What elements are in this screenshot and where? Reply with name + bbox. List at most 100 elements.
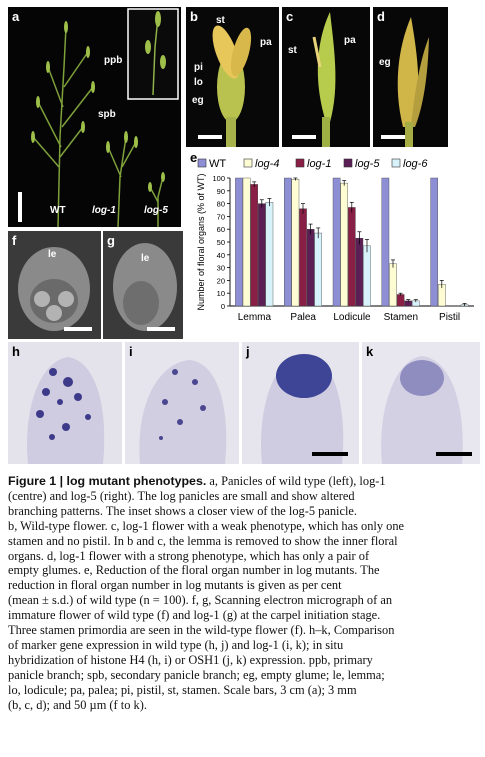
panel-k-photo: k [362,342,480,464]
bar-log-4-Palea [291,179,300,307]
panel-i-label: i [129,344,133,359]
legend-label-WT: WT [209,158,226,170]
panel-f-photo: f le [8,231,101,339]
bar-WT-Pistil [430,177,439,307]
scale-bar-c [292,135,316,139]
scale-bar-b [198,135,222,139]
y-tick-label-30: 30 [217,264,225,273]
bar-log-4-Stamen [389,263,397,307]
scale-bar-g [147,327,175,331]
legend-label-log-1: log-1 [307,158,331,170]
bar-log-5-Palea [306,228,315,307]
caption-text-13: panicle branch; spb, secondary panicle b… [8,667,385,682]
caption-text-12: hybridization of histone H4 (h, i) or OS… [8,652,373,667]
x-tick-label-Pistil: Pistil [439,312,460,323]
y-tick-label-100: 100 [212,174,225,183]
panicle-illustration [31,8,179,227]
panel-j-label: j [246,344,250,359]
scale-bar-j [312,452,348,456]
caption-text-2: branching patterns. The inset shows a cl… [8,503,358,518]
st-annotation-c: st [288,45,297,56]
panel-j-photo: j [242,342,359,464]
figure-caption: Figure 1 | log mutant phenotypes. a, Pan… [8,474,480,713]
legend-swatch-log-5 [343,158,353,168]
bar-log-6-Lemma [265,202,274,307]
bar-log-4-Lemma [242,177,251,307]
pa-annotation-b: pa [260,37,272,48]
panel-g-label: g [107,233,115,248]
caption-line-1: Figure 1 | log mutant phenotypes. a, Pan… [8,474,480,489]
panel-a-photo: a ppb spb WT log-1 log-5 [8,7,181,227]
panel-g-photo: g le [103,231,183,339]
caption-text-9: immature flower of wild type (f) and log… [8,608,381,623]
panel-e-chart: e WT log-4 log-1 log-5 log-6 0 10 20 30 40 50 60 70 8… [186,150,480,338]
pa-annotation-c: pa [344,35,356,46]
eg-annotation-b: eg [192,95,204,106]
panel-b-label: b [190,9,198,24]
legend-label-log-5: log-5 [355,158,380,170]
le-annotation-g: le [141,253,150,264]
y-tick-label-0: 0 [221,302,225,311]
x-tick-label-Palea: Palea [290,312,316,323]
st-annotation-b: st [216,15,225,26]
caption-text-3: b, Wild-type flower. c, log-1 flower wit… [8,518,405,533]
caption-title: Figure 1 | log mutant phenotypes. [8,474,207,488]
caption-text-15: (b, c, d); and 50 µm (f to k). [8,697,147,712]
panel-d-label: d [377,9,385,24]
bar-log-4-Lodicule [340,182,349,307]
caption-text-5: organs. d, log-1 flower with a strong ph… [8,548,370,563]
pi-annotation-b: pi [194,62,203,73]
legend-swatch-log-4 [243,158,253,168]
log5-annotation: log-5 [144,205,168,216]
caption-text-6: empty glumes. e, Reduction of the floral… [8,563,380,578]
panel-f-label: f [12,233,17,248]
caption-text-11: of marker gene expression in wild type (… [8,637,344,652]
bar-WT-Palea [283,177,292,307]
caption-text-8: (mean ± s.d.) of wild type (n = 100). f,… [8,593,393,608]
caption-text-0: a, Panicles of wild type (left), log-1 [209,474,386,488]
bar-log-1-Palea [299,208,307,307]
x-tick-label-Lodicule: Lodicule [333,312,371,323]
x-tick-label-Stamen: Stamen [384,312,418,323]
bar-WT-Lodicule [332,177,341,307]
legend-swatch-log-1 [295,158,305,168]
legend-swatch-log-6 [391,158,401,168]
eg-annotation-d: eg [379,57,391,68]
legend-label-log-4: log-4 [255,158,279,170]
bar-log-1-Stamen [396,294,405,307]
y-tick-label-70: 70 [217,212,225,221]
scale-bar-a [18,192,22,222]
bar-log-5-Lemma [257,203,266,307]
bar-log-6-Lodicule [363,245,371,307]
bar-log-5-Lodicule [355,237,364,307]
y-tick-label-90: 90 [217,187,225,196]
panel-b-photo: b st pa pi lo eg [186,7,279,147]
scale-bar-f [64,327,92,331]
panel-h-photo: h [8,342,122,464]
panel-k-label: k [366,344,374,359]
scale-bar-d [381,135,405,139]
panel-a-label: a [12,9,20,24]
caption-text-10: Three stamen primordia are seen in the w… [8,623,395,638]
log1-annotation: log-1 [92,205,116,216]
y-tick-label-50: 50 [217,238,225,247]
legend-swatch-WT [197,158,207,168]
panel-e-label: e [190,150,198,165]
bar-log-1-Lemma [250,184,258,307]
panel-h-label: h [12,344,20,359]
y-tick-label-10: 10 [217,289,225,298]
panel-d-photo: d eg [373,7,448,147]
ppb-annotation: ppb [104,55,123,66]
caption-text-1: (centre) and log-5 (right). The log pani… [8,488,355,503]
y-tick-label-40: 40 [217,251,225,260]
caption-text-4: stamen and no pistil. In b and c, the le… [8,533,398,548]
lo-annotation-b: lo [194,77,203,88]
scale-bar-k [436,452,472,456]
caption-text-7: reduction in floral organ number in log … [8,578,342,593]
le-annotation-f: le [48,249,57,260]
x-tick-label-Lemma: Lemma [238,312,272,323]
wt-annotation: WT [50,205,66,216]
bar-log-6-Palea [314,232,323,307]
spb-annotation: spb [98,109,116,120]
floral-organ-chart: WT log-4 log-1 log-5 log-6 0 10 20 30 40 50 60 70 80 9… [196,158,474,323]
